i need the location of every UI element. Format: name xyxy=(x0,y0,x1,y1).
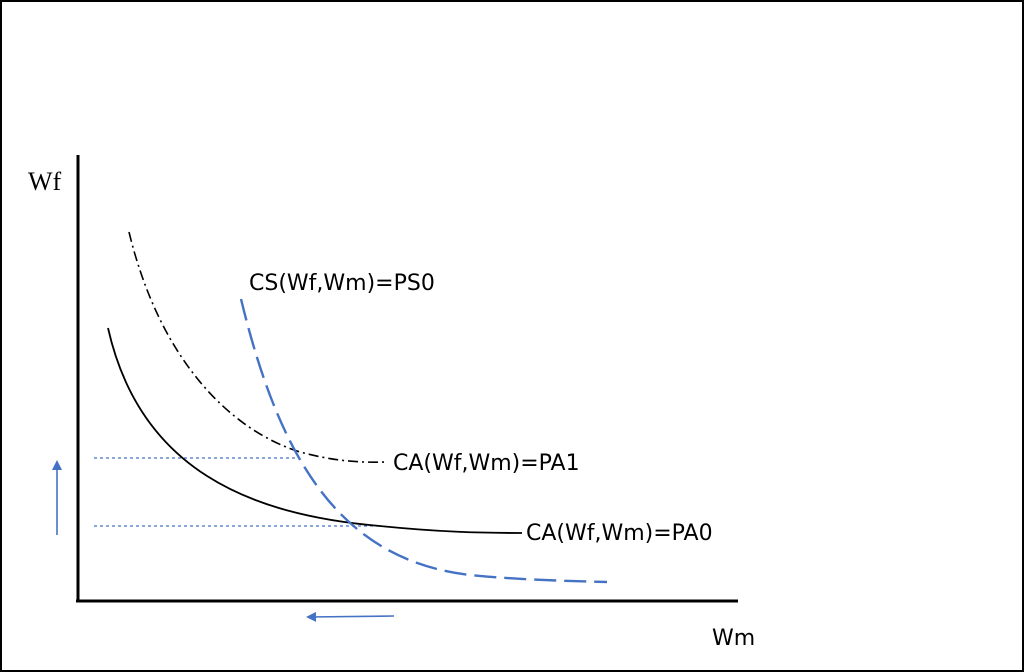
curve-label-pa1: CA(Wf,Wm)=PA1 xyxy=(393,451,580,476)
curve-ps0 xyxy=(239,298,608,584)
x-axis-label: Wm xyxy=(712,626,755,651)
curve-label-ps0: CS(Wf,Wm)=PS0 xyxy=(249,271,435,296)
y-axis-label: Wf xyxy=(28,167,62,196)
left-arrow xyxy=(306,611,395,622)
curve-pa1 xyxy=(128,231,386,463)
curve-label-pa0: CA(Wf,Wm)=PA0 xyxy=(526,521,713,546)
curve-pa0 xyxy=(107,327,523,534)
